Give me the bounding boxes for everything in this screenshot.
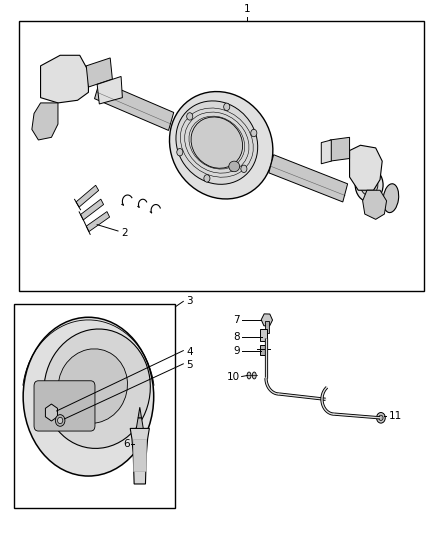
Circle shape (187, 112, 193, 120)
Circle shape (241, 165, 247, 173)
FancyBboxPatch shape (34, 381, 95, 431)
Circle shape (364, 179, 374, 191)
Bar (260, 329, 267, 341)
Polygon shape (350, 146, 382, 190)
Circle shape (57, 417, 63, 424)
Circle shape (251, 130, 257, 137)
Circle shape (53, 61, 84, 98)
Ellipse shape (58, 349, 127, 423)
Polygon shape (138, 407, 141, 418)
Polygon shape (86, 212, 110, 232)
Polygon shape (130, 429, 149, 484)
Bar (265, 321, 269, 333)
Text: 4: 4 (186, 346, 193, 357)
Polygon shape (321, 140, 331, 164)
Polygon shape (97, 76, 122, 104)
Ellipse shape (191, 117, 243, 168)
Polygon shape (95, 80, 174, 131)
Bar (260, 345, 267, 356)
Bar (133, 439, 146, 471)
Ellipse shape (176, 101, 258, 184)
Polygon shape (136, 418, 143, 429)
Circle shape (204, 175, 210, 182)
Ellipse shape (44, 329, 150, 448)
Circle shape (379, 415, 383, 421)
Polygon shape (81, 199, 104, 220)
Polygon shape (76, 185, 99, 207)
Text: 7: 7 (233, 315, 240, 325)
Ellipse shape (247, 372, 251, 379)
Text: 1: 1 (244, 4, 251, 14)
Text: 5: 5 (186, 360, 193, 370)
Ellipse shape (252, 372, 256, 379)
Text: 9: 9 (233, 345, 240, 356)
Polygon shape (269, 155, 348, 202)
Polygon shape (41, 55, 88, 103)
Ellipse shape (229, 161, 240, 172)
Ellipse shape (383, 184, 399, 213)
Circle shape (55, 415, 65, 426)
Circle shape (377, 413, 385, 423)
Text: 2: 2 (121, 228, 128, 238)
Circle shape (177, 149, 183, 156)
Ellipse shape (23, 317, 154, 476)
Polygon shape (32, 103, 58, 140)
Text: 11: 11 (389, 411, 402, 421)
Circle shape (59, 68, 78, 91)
Text: 3: 3 (186, 296, 193, 306)
Text: 6: 6 (123, 439, 130, 449)
Polygon shape (86, 58, 113, 87)
Circle shape (64, 72, 74, 85)
Text: 10: 10 (227, 372, 240, 382)
Circle shape (360, 174, 378, 196)
Polygon shape (330, 138, 350, 161)
Circle shape (355, 168, 383, 202)
Bar (14, 304, 176, 508)
Text: 8: 8 (233, 332, 240, 342)
Ellipse shape (170, 92, 273, 199)
Circle shape (224, 103, 230, 110)
Bar (19, 21, 424, 291)
Polygon shape (363, 190, 387, 220)
